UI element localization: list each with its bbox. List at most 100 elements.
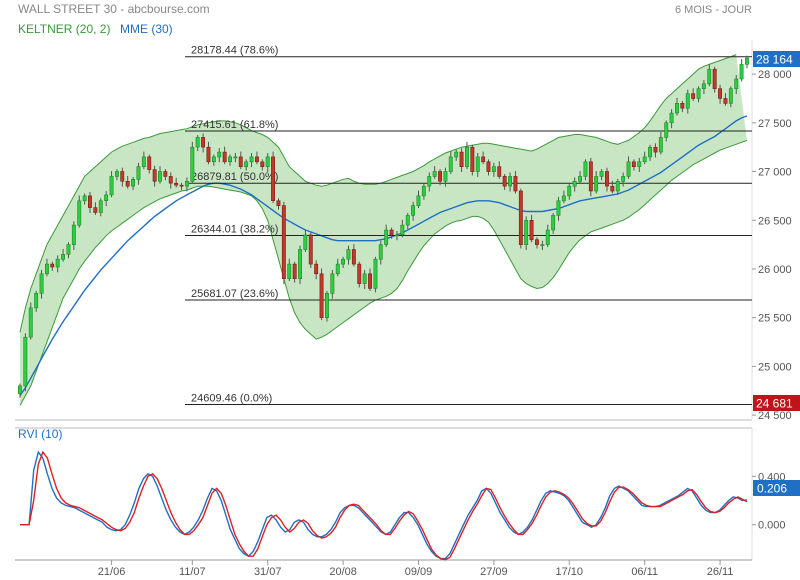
price-tick-label: 27 500 xyxy=(758,118,792,130)
candle-body xyxy=(222,151,227,163)
candle-body xyxy=(357,263,362,284)
candle-body xyxy=(405,215,410,226)
candle-body xyxy=(61,254,66,260)
mme-line-layer xyxy=(19,115,748,396)
candle-body xyxy=(394,234,399,237)
candle-body xyxy=(378,244,383,260)
candle-body xyxy=(303,234,308,250)
candle-body xyxy=(55,258,60,268)
candle-body xyxy=(734,78,739,89)
fib-level-label: 26344.01 (38.2%) xyxy=(191,223,278,235)
candle-body xyxy=(400,224,405,236)
fib-level-label: 26879.81 (50.0%) xyxy=(191,171,278,183)
candle-body xyxy=(147,156,152,170)
candle-body xyxy=(292,263,297,280)
legend-mme: MME (30) xyxy=(120,22,173,36)
fib-level-label: 25681.07 (23.6%) xyxy=(191,288,278,300)
candle-body xyxy=(255,156,259,163)
price-tick-label: 25 000 xyxy=(758,361,792,373)
candle-body xyxy=(653,146,658,153)
price-tick-label: 27 000 xyxy=(758,167,792,179)
candle-body xyxy=(502,176,507,187)
low-price-badge: 24 681 xyxy=(756,397,793,411)
candle-body xyxy=(314,263,319,275)
candle-body xyxy=(109,176,114,196)
candle-body xyxy=(518,190,523,245)
time-tick-label: 06/11 xyxy=(631,566,658,578)
candle-body xyxy=(335,263,340,275)
candle-body xyxy=(238,156,243,167)
time-tick-label: 20/08 xyxy=(329,566,357,578)
candle-body xyxy=(163,171,168,177)
candle-body xyxy=(265,156,270,167)
legend-rvi: RVI (10) xyxy=(18,427,62,441)
chart-title: WALL STREET 30 - abcbourse.com xyxy=(18,2,210,16)
candle-body xyxy=(438,171,442,182)
candle-body xyxy=(244,161,249,168)
candle-body xyxy=(588,161,593,192)
candle-body xyxy=(98,200,103,213)
candle-body xyxy=(411,205,415,216)
candle-body xyxy=(448,156,453,172)
candle-body xyxy=(718,88,723,99)
candle-body xyxy=(637,161,642,168)
candle-body xyxy=(131,179,135,187)
candle-body xyxy=(362,273,367,284)
candle-body xyxy=(578,176,583,182)
candle-body xyxy=(594,176,599,192)
rvi-lines xyxy=(20,450,748,561)
candle-body xyxy=(34,292,39,309)
candle-body xyxy=(459,151,464,168)
candle-body xyxy=(470,146,475,172)
time-tick-label: 17/10 xyxy=(556,566,584,578)
rvi-last-badge: 0.206 xyxy=(757,482,787,496)
candle-body xyxy=(680,103,685,109)
candle-body xyxy=(174,182,179,186)
candle-body xyxy=(368,273,372,289)
candle-body xyxy=(664,122,669,138)
candle-body xyxy=(77,200,82,226)
time-tick-label: 21/06 xyxy=(98,566,126,578)
candle-body xyxy=(276,200,281,207)
mme-line xyxy=(19,115,748,396)
time-tick-label: 26/11 xyxy=(707,566,734,578)
candle-body xyxy=(427,176,432,187)
candle-body xyxy=(513,176,518,192)
candle-body xyxy=(249,156,254,163)
candle-body xyxy=(217,151,222,158)
candle-body xyxy=(567,185,572,197)
candle-body xyxy=(712,68,717,89)
candle-body xyxy=(572,181,577,187)
candle-body xyxy=(728,88,733,104)
candle-body xyxy=(707,68,712,85)
period-label[interactable]: 6 MOIS - JOUR xyxy=(675,4,752,16)
candle-body xyxy=(556,200,561,216)
rvi-last-badge-bg xyxy=(753,480,800,496)
candle-body xyxy=(324,292,329,318)
time-tick-label: 11/07 xyxy=(179,566,206,578)
fib-level-label: 27415.61 (61.8%) xyxy=(191,119,278,131)
candle-body xyxy=(744,57,749,65)
candle-body xyxy=(346,249,351,260)
candle-body xyxy=(583,161,588,177)
candle-body xyxy=(66,244,71,255)
candle-body xyxy=(211,156,216,163)
candle-body xyxy=(486,161,491,172)
price-tick-label: 26 500 xyxy=(758,215,792,227)
candle-body xyxy=(497,166,502,177)
candle-body xyxy=(308,234,313,265)
candle-body xyxy=(125,181,130,187)
candle-body xyxy=(179,184,184,187)
rvi-signal-line xyxy=(20,450,748,561)
candle-body xyxy=(475,156,480,172)
candle-body xyxy=(152,169,157,182)
candle-body xyxy=(648,146,653,158)
candle-body xyxy=(739,64,744,80)
candle-body xyxy=(389,229,394,236)
candle-body xyxy=(610,185,615,192)
rvi-tick-label: 0.000 xyxy=(758,520,786,532)
candle-body xyxy=(373,258,378,289)
time-tick-label: 27/09 xyxy=(480,566,508,578)
price-tick-label: 24 500 xyxy=(758,410,792,422)
